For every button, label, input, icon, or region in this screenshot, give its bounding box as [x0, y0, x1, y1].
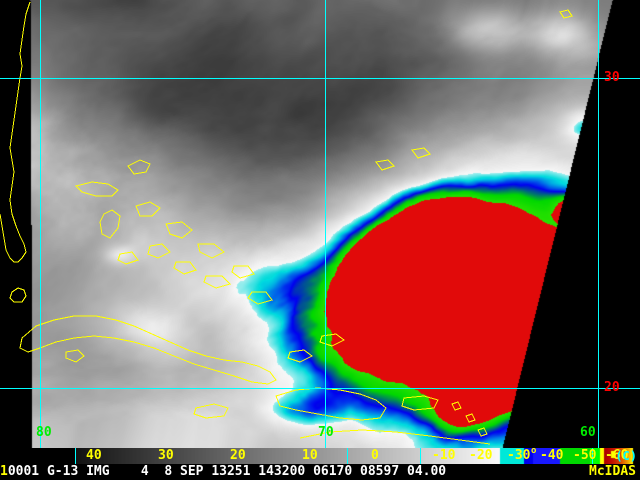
colorbar-tick-0	[75, 448, 76, 464]
colorbar-label-neg40: -40	[540, 448, 564, 463]
colorbar-tick-3	[592, 448, 593, 464]
longitude-label-60: 60	[580, 425, 596, 440]
degree-symbol-icon: o	[531, 446, 537, 456]
colorbar-label-neg30: -30	[507, 448, 531, 463]
image-info-line: 10001 G-13 IMG 4 8 SEP 13251 143200 0617…	[0, 464, 640, 480]
colorbar-label-40: 40	[86, 448, 102, 463]
colorbar-tick-2	[420, 448, 421, 464]
colorbar-label-neg20: -20	[469, 448, 493, 463]
bottom-info-strip: 40 30 20 10 0 -10 -20 -30 -40 -50 -60 o (C) 10001 …	[0, 446, 640, 480]
longitude-label-80: 80	[36, 425, 52, 440]
colorbar-label-neg60: -60	[605, 448, 629, 463]
colorbar-unit-label: (C)	[615, 449, 637, 463]
colorbar-gradient	[0, 448, 640, 464]
colorbar-label-0: 0	[371, 448, 379, 463]
colorbar-label-neg50: -50	[573, 448, 597, 463]
temperature-colorbar[interactable]: 40 30 20 10 0 -10 -20 -30 -40 -50 -60 o (C)	[0, 446, 640, 464]
info-line-lead: 1	[0, 464, 8, 479]
satellite-image-canvas[interactable]	[0, 0, 640, 448]
info-line-text: 0001 G-13 IMG 4 8 SEP 13251 143200 06170…	[7, 464, 447, 479]
mcidas-brand-label: McIDAS	[589, 464, 636, 479]
colorbar-label-10: 10	[302, 448, 318, 463]
colorbar-label-neg10: -10	[432, 448, 456, 463]
latitude-label-30: 30	[604, 70, 620, 85]
colorbar-label-30: 30	[158, 448, 174, 463]
longitude-label-70: 70	[318, 425, 334, 440]
latitude-label-20: 20	[604, 380, 620, 395]
satellite-image-area[interactable]: 30 20 80 70 60	[0, 0, 640, 448]
colorbar-label-20: 20	[230, 448, 246, 463]
colorbar-tick-1	[347, 448, 348, 464]
